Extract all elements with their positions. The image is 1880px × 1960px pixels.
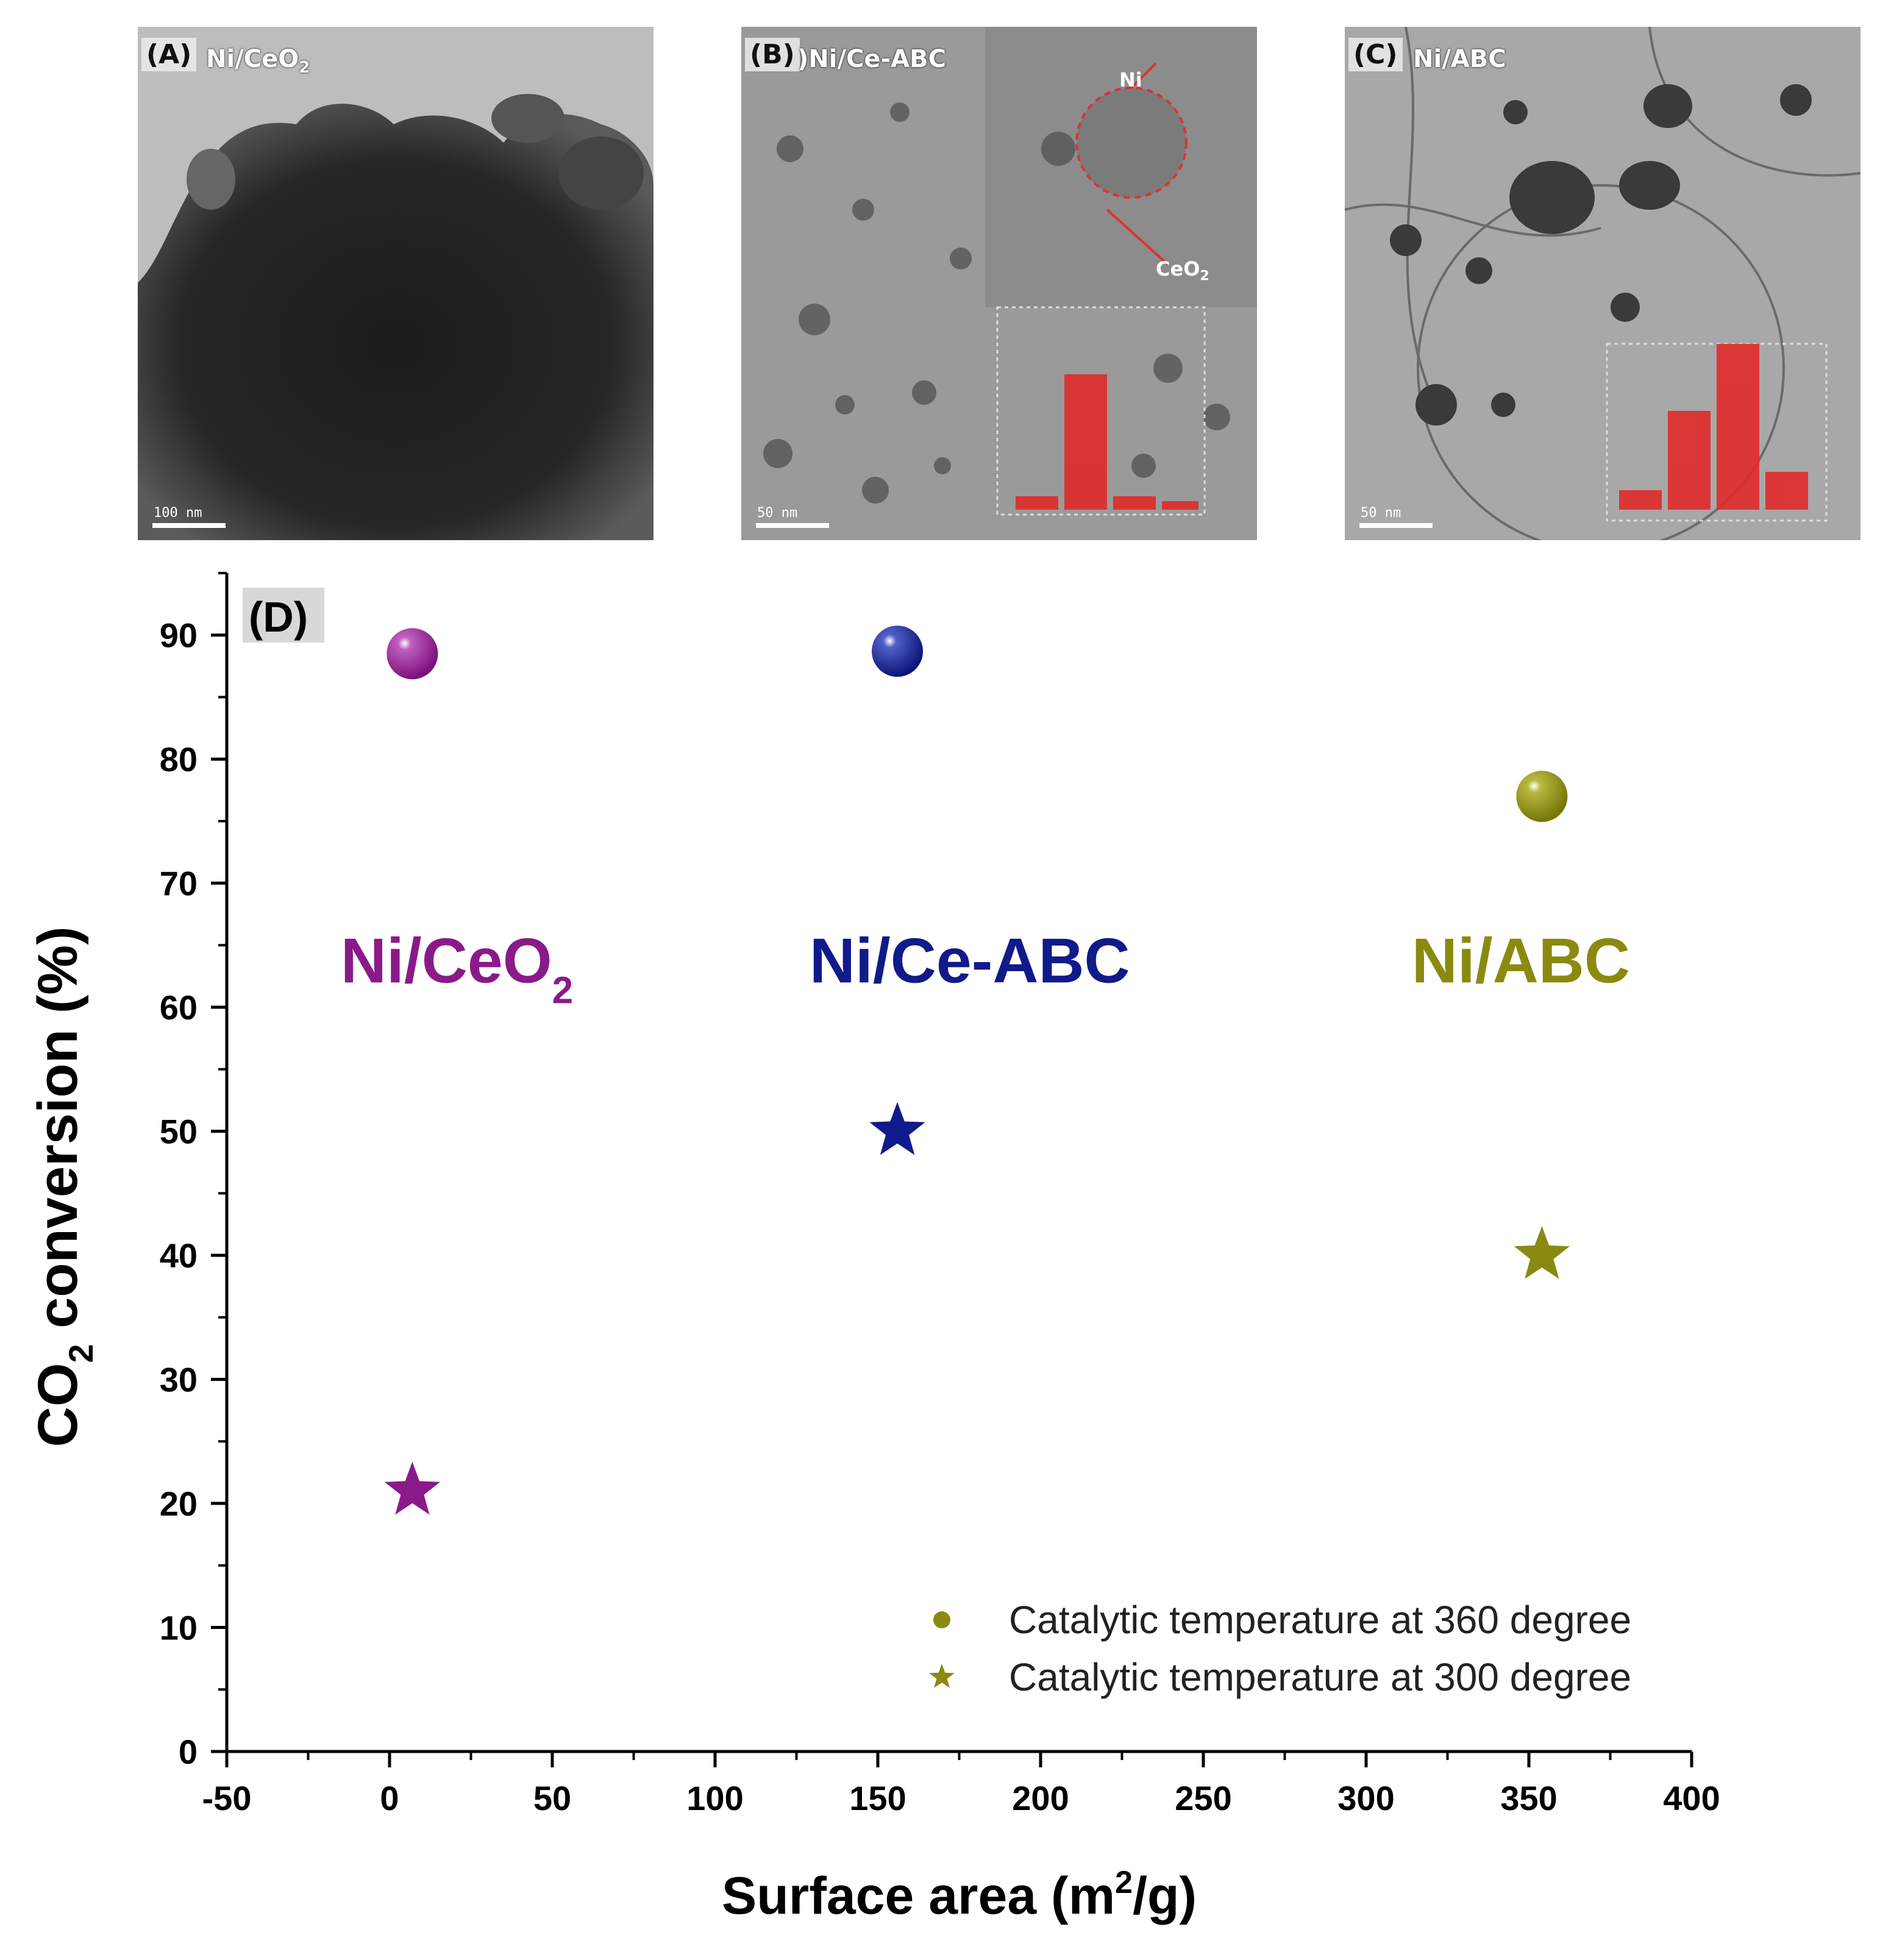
tem-image-b — [741, 27, 1257, 540]
scale-label-c: 50 nm — [1361, 505, 1401, 521]
panel-b-label: (B) — [745, 38, 800, 71]
x-tick-label: 50 — [533, 1779, 571, 1817]
panel-c-title: Ni/ABC — [1413, 45, 1506, 73]
catalyst-label: Ni/CeO2 — [341, 925, 573, 1011]
y-tick-label: 50 — [160, 1113, 198, 1151]
y-tick-label: 30 — [160, 1361, 198, 1399]
sphere-point — [1516, 771, 1568, 822]
chart-annotations: Ni/CeO2 Ni/Ce-ABC Ni/ABC — [341, 925, 1630, 1011]
panel-d-label: (D) — [249, 593, 308, 641]
chart-ticks: -50 0 50 100 150 200 250 300 350 4000102030405060… — [27, 572, 1720, 1925]
star-point — [1514, 1226, 1570, 1279]
y-tick-label: 60 — [160, 988, 198, 1027]
legend-entry-label: Catalytic temperature at 300 degree — [1009, 1655, 1631, 1699]
x-axis-title: Surface area (m2/g) — [722, 1865, 1197, 1925]
catalyst-label: Ni/ABC — [1412, 925, 1630, 996]
scale-label-a: 100 nm — [154, 505, 202, 521]
x-tick-label: 400 — [1663, 1779, 1720, 1817]
x-tick-label: 0 — [380, 1779, 399, 1817]
chart-legend: Catalytic temperature at 360 degree Catal… — [929, 1598, 1631, 1699]
y-tick-label: 10 — [160, 1609, 198, 1647]
y-axis-title: CO2 conversion (%) — [27, 926, 100, 1447]
scale-bar-b — [756, 523, 829, 528]
y-tick-label: 20 — [160, 1484, 198, 1523]
x-tick-label: 100 — [686, 1779, 743, 1817]
star-point — [384, 1461, 440, 1515]
tem-panel-a: (A) Ni/CeO2 100 nm — [138, 27, 653, 540]
tem-image-a — [138, 27, 653, 540]
scale-bar-a — [152, 523, 226, 528]
star-point — [869, 1102, 925, 1155]
y-tick-label: 70 — [160, 864, 198, 903]
chart-axes — [225, 573, 1692, 1753]
x-tick-label: 200 — [1012, 1779, 1069, 1817]
x-tick-label: 250 — [1175, 1779, 1231, 1817]
x-tick-label: -50 — [202, 1779, 252, 1817]
legend-entry-label: Catalytic temperature at 360 degree — [1009, 1598, 1631, 1642]
y-tick-label: 90 — [160, 616, 198, 655]
y-tick-label: 0 — [179, 1733, 198, 1771]
tem-panel-c: (C) Ni/ABC 50 nm — [1345, 27, 1860, 540]
panel-b-title: )Ni/Ce-ABC — [797, 45, 946, 73]
scatter-chart: -50 0 50 100 150 200 250 300 350 4000102030405060… — [27, 572, 1720, 1925]
x-tick-label: 350 — [1500, 1779, 1557, 1817]
legend-star-marker — [929, 1664, 955, 1688]
tem-image-c — [1345, 27, 1860, 540]
panel-a-label: (A) — [141, 38, 197, 71]
scale-label-b: 50 nm — [757, 505, 798, 521]
sphere-point — [872, 625, 924, 677]
ceo2-annotation: CeO2 — [1156, 257, 1209, 284]
x-tick-label: 150 — [849, 1779, 906, 1817]
chart-marks — [384, 625, 1570, 1515]
legend-sphere-marker — [933, 1611, 950, 1628]
panel-a-title: Ni/CeO2 — [206, 45, 310, 77]
x-tick-label: 300 — [1337, 1779, 1394, 1817]
y-tick-label: 80 — [160, 740, 198, 779]
catalyst-label: Ni/Ce-ABC — [810, 925, 1130, 996]
panel-d-label-bg — [243, 588, 324, 643]
sphere-point — [386, 628, 438, 680]
panel-c-label: (C) — [1348, 38, 1403, 71]
tem-panel-b: (B) )Ni/Ce-ABC Ni CeO2 50 nm — [741, 27, 1257, 540]
ni-annotation: Ni — [1119, 68, 1142, 91]
y-tick-label: 40 — [160, 1236, 198, 1275]
scale-bar-c — [1359, 523, 1433, 528]
